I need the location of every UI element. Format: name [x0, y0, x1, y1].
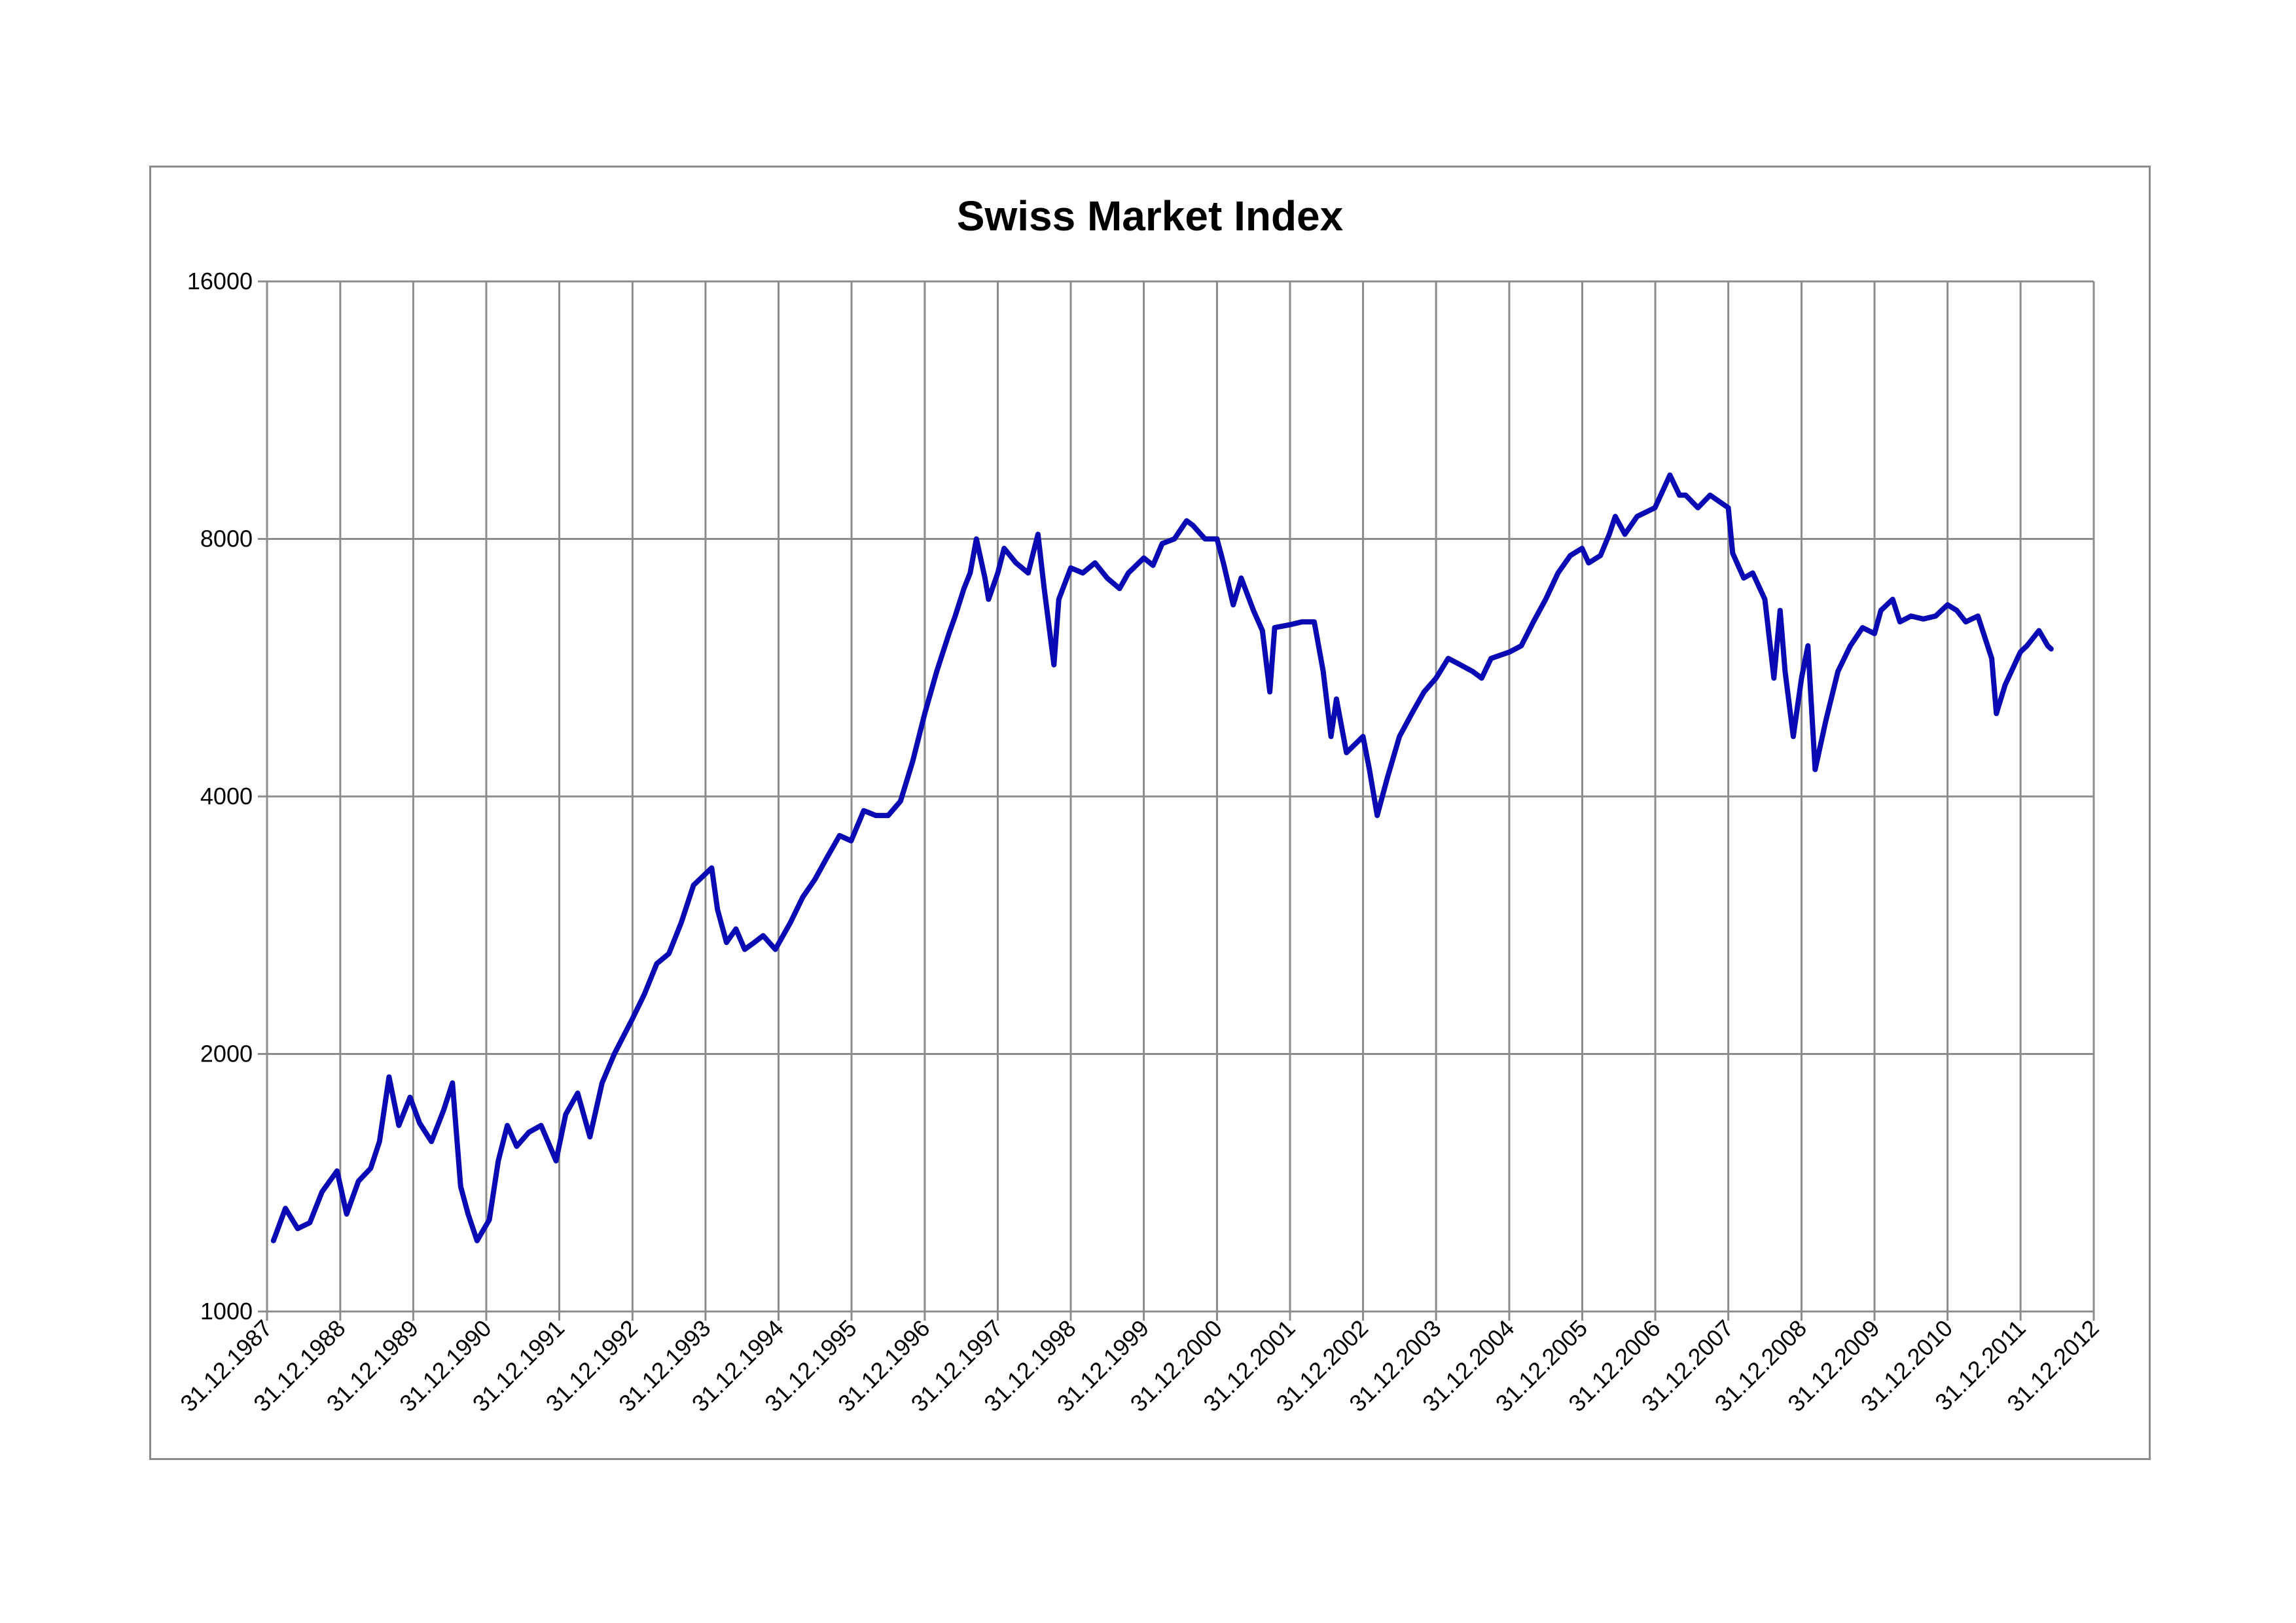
series-line-0: [270, 472, 2054, 1243]
y-tick-label: 2000: [200, 1041, 253, 1067]
chart-title: Swiss Market Index: [956, 192, 1344, 240]
y-tick-label: 4000: [200, 783, 253, 810]
y-tick-label: 8000: [200, 526, 253, 552]
chart-frame: [149, 166, 2151, 1460]
y-tick-label: 1000: [200, 1298, 253, 1325]
y-tick-label: 16000: [187, 268, 253, 294]
